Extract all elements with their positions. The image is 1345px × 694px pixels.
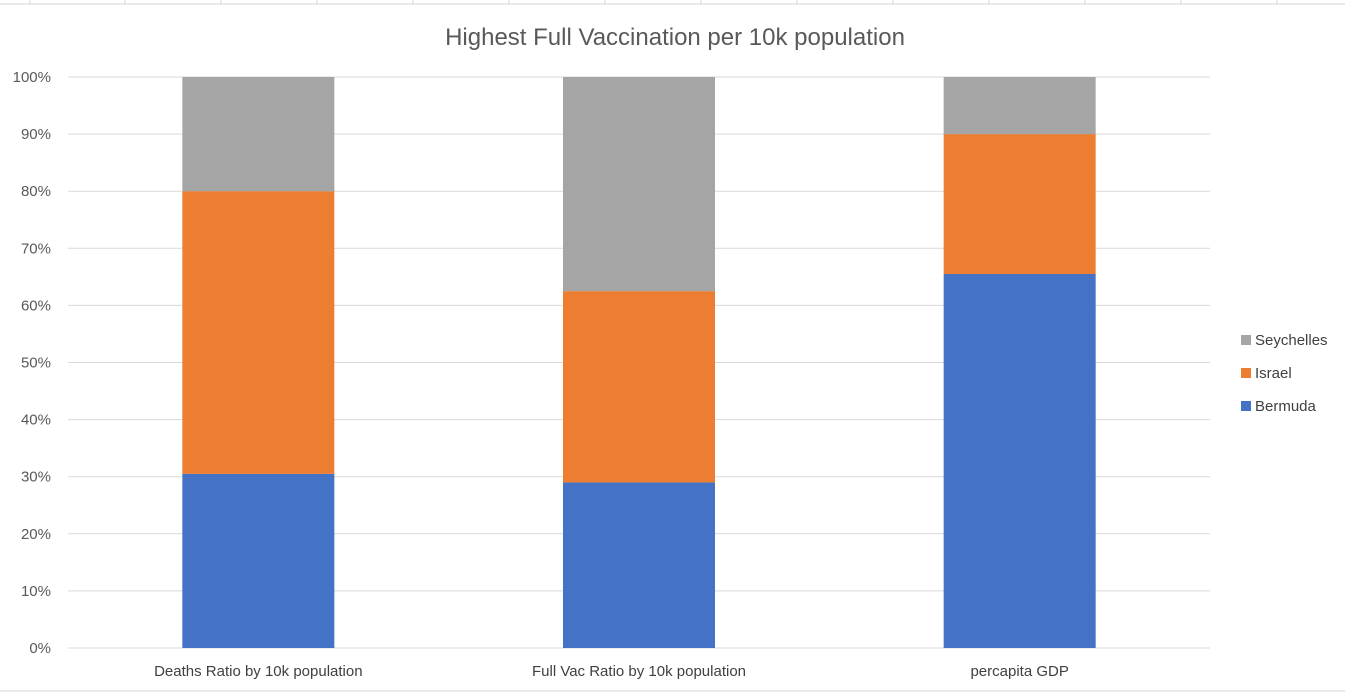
legend-label-seychelles: Seychelles [1255,332,1328,349]
y-tick-label: 80% [21,183,51,200]
bar-segment-israel [182,191,335,474]
bar-segment-israel [943,134,1096,274]
legend-label-bermuda: Bermuda [1255,398,1317,415]
bar-segment-bermuda [182,473,335,648]
y-tick-label: 10% [21,583,51,600]
y-tick-label: 50% [21,355,51,372]
bar-segment-bermuda [943,273,1096,648]
y-tick-label: 100% [13,69,51,86]
legend-label-israel: Israel [1255,365,1292,382]
x-axis-category-labels: Deaths Ratio by 10k population Full Vac R… [154,663,1069,680]
y-axis-tick-labels: 0% 10% 20% 30% 40% 50% 60% 70% 80% 90% 100% [13,69,51,657]
legend-swatch-seychelles [1241,335,1251,345]
y-tick-label: 30% [21,469,51,486]
legend-swatch-bermuda [1241,401,1251,411]
bar-segment-bermuda [563,482,715,648]
legend-swatch-israel [1241,368,1251,378]
bar-segment-seychelles [182,77,335,192]
y-tick-label: 40% [21,412,51,429]
y-tick-label: 60% [21,297,51,314]
y-tick-label: 70% [21,240,51,257]
x-category-label: Deaths Ratio by 10k population [154,663,362,680]
y-tick-label: 0% [29,640,51,657]
x-category-label: Full Vac Ratio by 10k population [532,663,746,680]
bar-segment-seychelles [563,77,715,292]
chart-title: Highest Full Vaccination per 10k populat… [445,24,905,51]
x-category-label: percapita GDP [970,663,1068,680]
y-tick-label: 20% [21,526,51,543]
legend: Seychelles Israel Bermuda [1241,332,1328,415]
bar-stacks [182,77,1096,648]
y-tick-label: 90% [21,126,51,143]
bar-segment-seychelles [943,77,1096,135]
bar-segment-israel [563,291,715,483]
